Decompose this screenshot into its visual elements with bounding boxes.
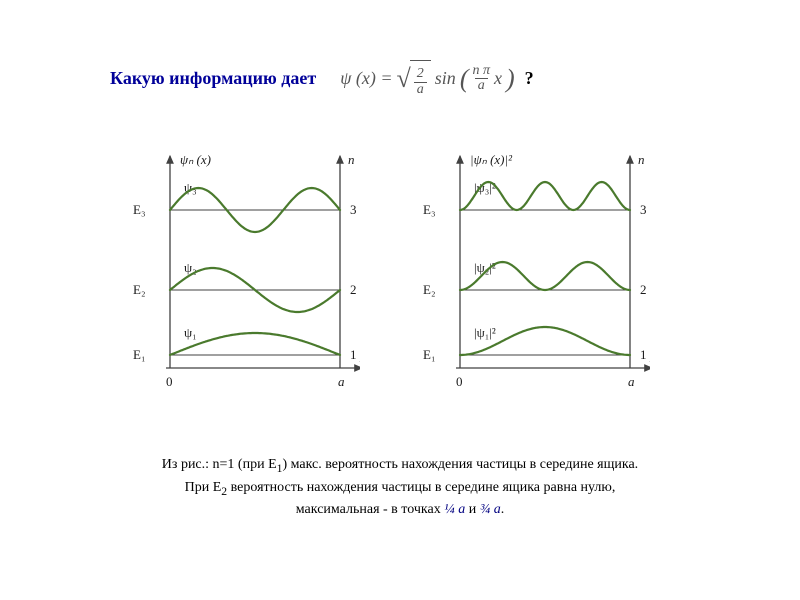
svg-text:E₂: E₂: [423, 282, 435, 297]
question-mark: ?: [525, 68, 534, 89]
svg-text:n: n: [638, 152, 645, 167]
arg-frac: n π a: [472, 64, 490, 94]
svg-text:X: X: [359, 350, 360, 365]
svg-text:0: 0: [456, 374, 463, 389]
svg-text:1: 1: [640, 347, 647, 362]
caption-line-2: При E2 вероятность нахождения частицы в …: [0, 478, 800, 501]
svg-text:E₃: E₃: [423, 202, 435, 217]
svg-text:0: 0: [166, 374, 173, 389]
figure-caption: Из рис.: n=1 (при E1) макс. вероятность …: [0, 455, 800, 521]
svg-text:1: 1: [350, 347, 357, 362]
svg-text:ψₙ (x): ψₙ (x): [180, 152, 211, 167]
svg-text:|ψₙ (x)|²: |ψₙ (x)|²: [470, 152, 513, 167]
paren-open: (: [460, 64, 469, 94]
svg-text:E₁: E₁: [423, 347, 435, 362]
title-row: Какую информацию дает ψ (x) = √ 2 a sin …: [110, 60, 710, 97]
svg-text:ψ₁: ψ₁: [184, 325, 197, 340]
svg-text:3: 3: [350, 202, 357, 217]
svg-text:a: a: [628, 374, 635, 389]
arg-tail: x: [494, 68, 502, 89]
svg-text:|ψ₁|²: |ψ₁|²: [474, 325, 496, 340]
svg-text:3: 3: [640, 202, 647, 217]
page-title: Какую информацию дает: [110, 68, 316, 89]
caption-line-1: Из рис.: n=1 (при E1) макс. вероятность …: [0, 455, 800, 478]
svg-text:E₃: E₃: [133, 202, 145, 217]
svg-text:2: 2: [640, 282, 647, 297]
sin-text: sin: [435, 68, 456, 89]
svg-text:E₁: E₁: [133, 347, 145, 362]
paren-close: ): [506, 64, 515, 94]
svg-text:X: X: [649, 350, 650, 365]
sqrt-num: 2: [417, 67, 424, 82]
svg-text:n: n: [348, 152, 355, 167]
svg-text:a: a: [338, 374, 345, 389]
sqrt-den: a: [414, 82, 427, 98]
caption-line-3: максимальная - в точках ¼ a и ¾ a.: [0, 500, 800, 520]
svg-text:2: 2: [350, 282, 357, 297]
sqrt-block: √ 2 a: [397, 60, 431, 97]
wavefunction-plot-left: ψₙ (x)nX0aE₁1ψ₁E₂2ψ₂E₃3ψ₃: [130, 150, 360, 415]
probability-plot-right: |ψₙ (x)|²nX0aE₁1|ψ₁|²E₂2|ψ₂|²E₃3|ψ₃|²: [420, 150, 650, 415]
formula-lhs: ψ (x) =: [340, 68, 392, 89]
wavefunction-formula: ψ (x) = √ 2 a sin ( n π a x ): [340, 60, 514, 97]
svg-text:E₂: E₂: [133, 282, 145, 297]
